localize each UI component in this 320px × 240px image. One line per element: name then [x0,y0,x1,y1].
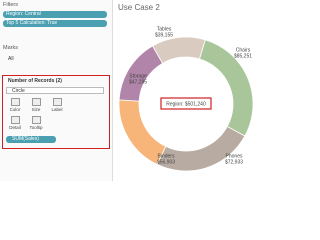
slice-label: Tables [157,26,172,32]
label-button[interactable]: Label [48,98,66,112]
color-button[interactable]: Color [6,98,24,112]
slice-label: Phones [226,153,243,159]
filters-header: Filters [3,2,18,8]
page: Filters Region: Central Top 5 Calculatio… [0,0,254,181]
marks-header: Marks [3,45,18,51]
button-label: Label [51,107,63,112]
mark-type-dropdown[interactable]: Circle [6,87,104,94]
center-annotation: Region: $501,240 [166,101,206,107]
slice-value: $47,285 [129,79,147,85]
filter-pill[interactable]: Top 5 Calculation: True [3,20,107,27]
button-label: Size [31,107,41,112]
size-button[interactable]: Size [27,98,45,112]
sales-pill[interactable]: SUM(Sales) [6,136,56,143]
donut-slice [118,45,164,102]
chart-title: Use Case 2 [118,3,160,12]
button-label: Tooltip [29,125,43,130]
slice-value: $39,155 [155,32,173,38]
detail-button[interactable]: Detail [6,116,24,130]
slice-label: Chairs [236,47,251,53]
slice-label: Binders [158,153,175,159]
marks-all[interactable]: All [8,56,14,62]
button-label: Detail [9,125,21,130]
annotation-box [160,97,212,110]
marks-card: Number of Records (2) Circle Color Size … [2,75,110,149]
chart: Tables$39,155 Chairs$85,251 Phones$72,933 B… [118,26,254,172]
filter-pill[interactable]: Region: Central [3,11,107,18]
button-label: Color [9,107,21,112]
sidebar: Filters Region: Central Top 5 Calculatio… [0,0,113,181]
slice-value: $85,251 [234,53,252,59]
slice-value: $56,903 [157,159,175,165]
slice-label: Storage [129,73,147,79]
tooltip-button[interactable]: Tooltip [27,116,45,130]
card-title[interactable]: Number of Records (2) [8,78,62,84]
slice-value: $72,933 [225,159,243,165]
